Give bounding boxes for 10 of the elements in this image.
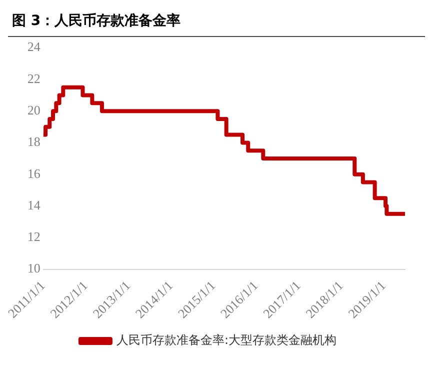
y-tick-label: 10 <box>27 260 40 276</box>
y-tick-label: 12 <box>27 229 40 244</box>
chart-title: 图 3：人民币存款准备金率 <box>8 8 425 37</box>
y-tick-label: 24 <box>27 39 41 54</box>
legend-label: 人民币存款准备金率:大型存款类金融机构 <box>116 333 337 348</box>
y-tick-label: 20 <box>27 102 40 118</box>
y-tick-label: 22 <box>27 70 40 86</box>
y-tick-label: 14 <box>27 197 41 212</box>
y-tick-label: 16 <box>27 166 41 181</box>
y-tick-label: 18 <box>27 134 40 150</box>
